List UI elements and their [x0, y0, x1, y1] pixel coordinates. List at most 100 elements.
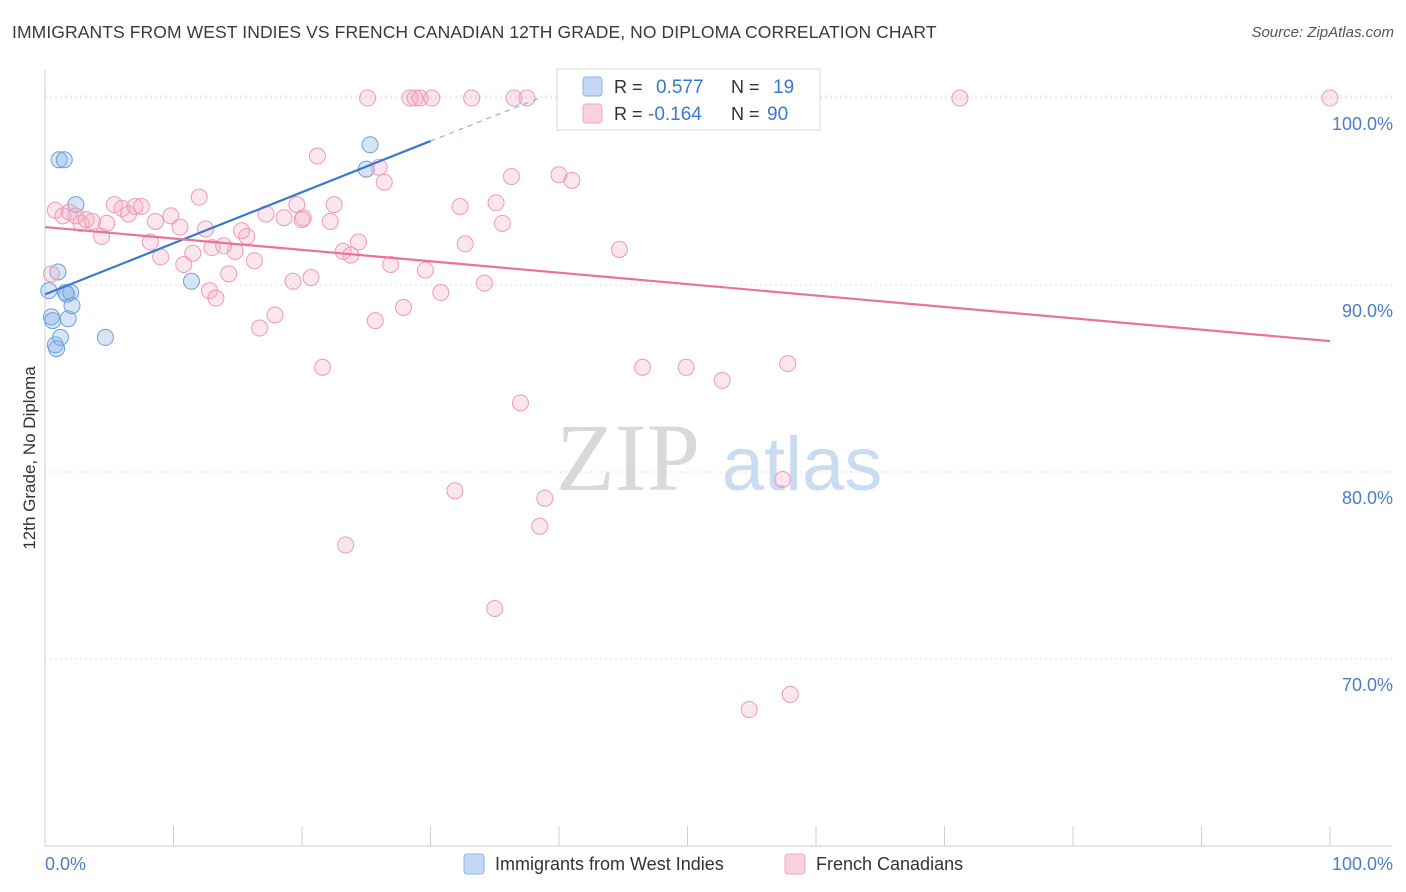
data-point-west-indies	[182, 272, 200, 290]
data-point-french-canadians	[550, 166, 568, 184]
data-point-french-canadians	[366, 312, 384, 330]
stats-legend: R = 0.577 N = 19 R = -0.164 N = 90	[556, 68, 821, 131]
stats-n-label-1: N =	[731, 77, 760, 97]
data-point-french-canadians	[334, 242, 352, 260]
legend-swatch-french-canadians	[784, 853, 806, 875]
stats-r-value-2: -0.164	[648, 104, 702, 125]
y-axis-title-group: 12th Grade, No Diploma	[20, 366, 39, 550]
data-point-french-canadians	[337, 536, 355, 554]
trendline-west-indies	[44, 140, 431, 296]
data-point-french-canadians	[536, 489, 554, 507]
data-point-french-canadians	[395, 298, 413, 316]
x-tick-label: 100.0%	[1332, 854, 1393, 874]
trend-layer	[44, 97, 1331, 343]
data-point-french-canadians	[359, 89, 377, 107]
legend-label-west-indies: Immigrants from West Indies	[495, 854, 724, 874]
data-point-french-canadians	[451, 198, 469, 216]
data-point-french-canadians	[203, 239, 221, 257]
stats-r-value-1: 0.577	[656, 77, 704, 98]
data-point-french-canadians	[531, 517, 549, 535]
y-tick-label: 70.0%	[1342, 675, 1393, 695]
data-point-french-canadians	[190, 188, 208, 206]
data-point-french-canadians	[774, 471, 792, 489]
data-point-french-canadians	[475, 274, 493, 292]
data-point-french-canadians	[251, 319, 269, 337]
data-point-french-canadians	[113, 199, 131, 217]
data-point-french-canadians	[713, 371, 731, 389]
data-point-french-canadians	[126, 198, 144, 216]
y-tick-label: 100.0%	[1332, 114, 1393, 134]
stats-n-label-2: N =	[731, 104, 760, 124]
data-point-french-canadians	[563, 171, 581, 189]
data-point-french-canadians	[238, 227, 256, 245]
data-point-french-canadians	[207, 289, 225, 307]
data-point-french-canadians	[293, 211, 311, 229]
source-label: Source: ZipAtlas.com	[1251, 24, 1394, 41]
data-point-french-canadians	[220, 265, 238, 283]
data-point-french-canadians	[171, 218, 189, 236]
data-point-french-canadians	[518, 89, 536, 107]
data-point-french-canadians	[446, 482, 464, 500]
data-point-french-canadians	[141, 233, 159, 251]
data-point-french-canadians	[781, 686, 799, 704]
data-point-french-canadians	[284, 272, 302, 290]
stats-legend-swatch-blue	[582, 76, 603, 97]
y-axis-title: 12th Grade, No Diploma	[20, 366, 39, 550]
data-point-french-canadians	[325, 196, 343, 214]
stats-legend-swatch-pink	[582, 103, 603, 124]
data-point-french-canadians	[184, 244, 202, 262]
data-point-french-canadians	[382, 255, 400, 273]
data-point-french-canadians	[275, 209, 293, 227]
watermark: ZIP atlas	[556, 404, 882, 511]
data-point-french-canadians	[486, 600, 504, 618]
data-point-french-canadians	[610, 241, 628, 259]
data-point-french-canadians	[321, 212, 339, 230]
watermark-atlas: atlas	[722, 422, 883, 507]
data-point-french-canadians	[302, 269, 320, 287]
stats-n-value-2: 90	[767, 104, 788, 125]
data-point-french-canadians	[677, 358, 695, 376]
data-point-french-canadians	[350, 233, 368, 251]
legend-swatch-west-indies	[463, 853, 485, 875]
data-point-french-canadians	[511, 394, 529, 412]
data-point-west-indies	[96, 328, 114, 346]
data-point-french-canadians	[493, 214, 511, 232]
data-point-french-canadians	[487, 194, 505, 212]
trendline-french-canadians	[44, 225, 1331, 343]
data-point-french-canadians	[456, 235, 474, 253]
data-point-french-canadians	[401, 89, 419, 107]
data-point-french-canadians	[1321, 89, 1339, 107]
watermark-zip: ZIP	[556, 404, 700, 511]
data-point-french-canadians	[505, 89, 523, 107]
data-point-french-canadians	[245, 252, 263, 270]
data-point-french-canadians	[98, 214, 116, 232]
data-point-french-canadians	[226, 242, 244, 260]
data-point-french-canadians	[432, 284, 450, 302]
data-point-west-indies	[44, 312, 62, 330]
x-tick-label: 0.0%	[45, 854, 86, 874]
data-point-french-canadians	[147, 212, 165, 230]
data-point-french-canadians	[84, 212, 102, 230]
data-point-west-indies	[361, 136, 379, 154]
data-point-french-canadians	[411, 89, 429, 107]
chart-title: IMMIGRANTS FROM WEST INDIES VS FRENCH CA…	[12, 22, 937, 42]
data-point-west-indies	[51, 328, 69, 346]
data-point-french-canadians	[105, 196, 123, 214]
points-layer	[40, 89, 1339, 718]
data-point-french-canadians	[463, 89, 481, 107]
data-point-west-indies	[49, 263, 67, 281]
data-point-french-canadians	[951, 89, 969, 107]
data-point-west-indies	[59, 310, 77, 328]
data-point-west-indies	[48, 340, 66, 358]
legend-label-french-canadians: French Canadians	[816, 854, 963, 874]
data-point-french-canadians	[132, 198, 150, 216]
data-point-french-canadians	[42, 265, 60, 283]
y-tick-label: 80.0%	[1342, 488, 1393, 508]
data-point-french-canadians	[416, 261, 434, 279]
y-tick-label: 90.0%	[1342, 301, 1393, 321]
data-point-french-canadians	[406, 89, 424, 107]
data-point-french-canadians	[77, 211, 95, 229]
data-point-west-indies	[50, 151, 68, 169]
data-point-west-indies	[63, 297, 81, 315]
